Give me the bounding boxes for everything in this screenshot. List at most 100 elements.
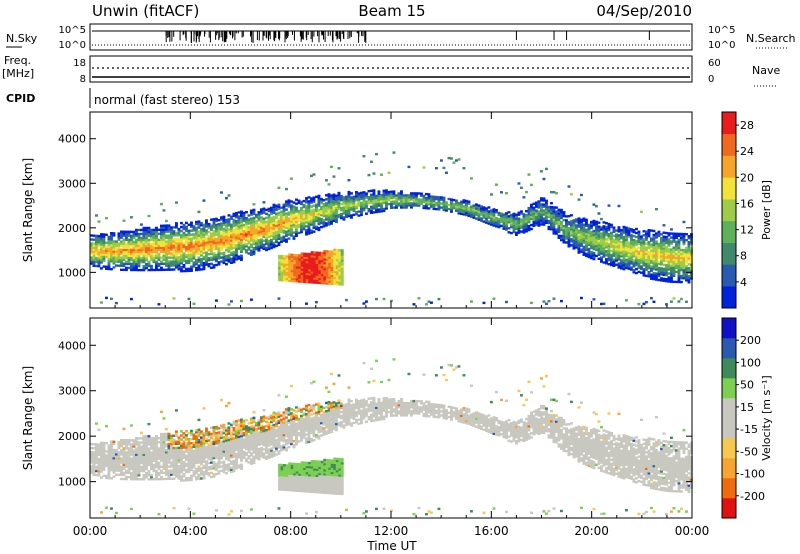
scatter-cell: [282, 225, 286, 228]
scatter-cell: [160, 244, 163, 247]
scatter-cell: [137, 437, 141, 440]
scatter-cell: [160, 268, 163, 272]
scatter-cell: [137, 449, 141, 452]
scatter-cell: [165, 256, 168, 259]
scatter-cell: [160, 226, 163, 229]
scatter-cell: [357, 210, 361, 213]
scatter-cell: [170, 264, 173, 267]
scatter-cell: [632, 241, 636, 244]
scatter-cell: [170, 252, 173, 255]
scatter-cell: [322, 209, 326, 212]
y-tick-label: 4000: [58, 133, 86, 146]
scatter-cell: [315, 301, 318, 304]
scatter-cell: [187, 269, 191, 273]
scatter-cell: [597, 212, 601, 215]
scatter-cell: [367, 173, 371, 177]
scatter-cell: [235, 236, 238, 239]
scatter-cell: [190, 267, 193, 270]
scatter-cell: [157, 246, 161, 250]
scatter-cell: [187, 450, 191, 453]
scatter-cell: [177, 438, 181, 441]
scatter-cell: [550, 206, 553, 209]
scatter-cell: [222, 231, 226, 235]
scatter-cell: [152, 260, 156, 264]
scatter-cell: [147, 244, 151, 248]
scatter-cell: [317, 204, 321, 208]
scatter-cell: [100, 235, 103, 238]
scatter-cell: [315, 227, 318, 231]
scatter-cell: [237, 225, 241, 228]
scatter-cell: [100, 462, 103, 465]
cpid-label: CPID: [6, 92, 35, 105]
scatter-cell: [270, 208, 273, 212]
scatter-cell: [182, 233, 186, 237]
scatter-cell: [122, 453, 126, 456]
scatter-cell: [275, 216, 278, 220]
scatter-cell: [467, 210, 471, 213]
scatter-cell: [162, 477, 166, 481]
scatter-cell: [232, 244, 236, 248]
scatter-cell: [197, 210, 201, 214]
scatter-cell: [377, 204, 381, 207]
scatter-cell: [175, 260, 178, 263]
scatter-cell: [247, 248, 251, 251]
scatter-cell: [147, 230, 151, 234]
scatter-cell: [165, 230, 168, 233]
scatter-cell: [325, 194, 328, 197]
scatter-cell: [95, 238, 98, 242]
scatter-cell: [297, 211, 301, 215]
scatter-cell: [180, 270, 183, 273]
scatter-cell: [267, 241, 271, 245]
scatter-cell: [350, 206, 353, 209]
scatter-cell: [307, 224, 311, 227]
scatter-cell: [107, 259, 111, 263]
scatter-cell: [110, 242, 113, 245]
scatter-cell: [265, 242, 268, 246]
scatter-cell: [137, 242, 141, 246]
scatter-cell: [345, 197, 348, 200]
scatter-cell: [137, 459, 141, 463]
scatter-cell: [120, 451, 123, 454]
scatter-cell: [315, 209, 318, 212]
scatter-cell: [267, 223, 271, 227]
scatter-cell: [160, 266, 163, 269]
scatter-cell: [337, 207, 341, 211]
scatter-cell: [685, 300, 688, 303]
scatter-cell: [135, 252, 138, 256]
scatter-cell: [217, 229, 221, 232]
scatter-cell: [200, 224, 203, 227]
scatter-cell: [482, 220, 486, 223]
scatter-cell: [210, 234, 213, 237]
scatter-cell: [175, 201, 178, 204]
scatter-cell: [235, 250, 238, 253]
scatter-cell: [130, 216, 133, 219]
scatter-cell: [537, 214, 541, 217]
scatter-cell: [382, 197, 386, 201]
scatter-cell: [322, 207, 326, 210]
scatter-cell: [525, 190, 528, 194]
scatter-cell: [475, 203, 478, 206]
scatter-cell: [257, 233, 261, 236]
scatter-cell: [232, 252, 236, 256]
scatter-cell: [172, 506, 176, 510]
scatter-cell: [107, 466, 111, 470]
scatter-cell: [230, 231, 233, 234]
scatter-cell: [140, 256, 143, 260]
scatter-cell: [337, 197, 341, 201]
scatter-cell: [375, 297, 378, 301]
scatter-cell: [452, 161, 456, 164]
scatter-cell: [190, 450, 193, 453]
scatter-cell: [95, 240, 98, 244]
scatter-cell: [225, 237, 228, 240]
scatter-cell: [247, 220, 251, 223]
scatter-cell: [95, 256, 98, 260]
scatter-cell: [145, 264, 148, 268]
scatter-cell: [380, 198, 383, 201]
scatter-cell: [97, 243, 101, 246]
scatter-cell: [510, 231, 513, 235]
scatter-cell: [255, 238, 258, 241]
scatter-cell: [567, 241, 571, 244]
scatter-cell: [285, 257, 289, 260]
scatter-cell: [257, 217, 261, 220]
scatter-cell: [295, 220, 298, 223]
